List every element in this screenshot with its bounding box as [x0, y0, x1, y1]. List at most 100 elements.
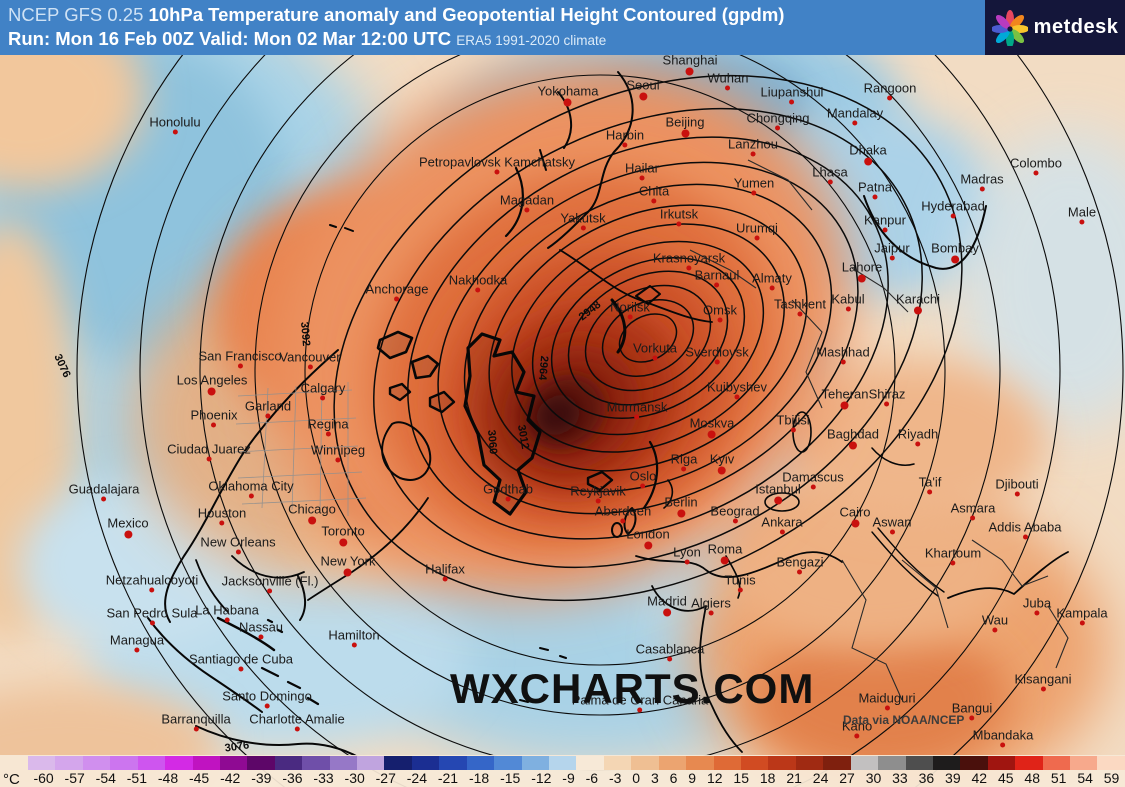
colorbar-swatch [740, 756, 769, 770]
colorbar-tick-label: 24 [812, 770, 829, 786]
colorbar-tick-label: -42 [220, 770, 241, 786]
colorbar-swatch [110, 756, 138, 770]
colorbar-swatch [466, 756, 495, 770]
colorbar-swatch [658, 756, 687, 770]
colorbar-tick-label: 39 [945, 770, 961, 786]
watermark: WXCHARTS.COM [450, 665, 815, 712]
data-attribution: Data via NOAA/NCEP [843, 713, 965, 727]
colorbar-swatch [137, 756, 166, 770]
colorbar-tick-label: 21 [786, 770, 802, 786]
colorbar-swatch [494, 756, 522, 770]
colorbar-labels: -60 -57 -54 -51 -48 -45 -42 -39 -36 -33 -30 -27 -24-… [28, 770, 1125, 786]
colorbar-swatches [28, 756, 1125, 770]
colorbar-tick-label: -18 [468, 770, 490, 786]
colorbar-tick-label: -48 [157, 770, 179, 786]
run-valid-line: Run: Mon 16 Feb 00Z Valid: Mon 02 Mar 12… [8, 28, 606, 50]
title-line: NCEP GFS 0.25 10hPa Temperature anomaly … [8, 4, 784, 26]
colorbar-unit-label: °C [3, 771, 20, 787]
colorbar-swatch [439, 756, 467, 770]
colorbar-tick-label: -6 [585, 770, 599, 786]
colorbar-swatch [603, 756, 632, 770]
colorbar-swatch [987, 756, 1016, 770]
colorbar-tick-label: -12 [531, 770, 552, 786]
colorbar-swatch [384, 756, 412, 770]
colorbar-tick-label: -9 [562, 770, 575, 786]
colorbar-tick-label: -60 [33, 770, 54, 786]
colorbar-swatch [82, 756, 111, 770]
colorbar-tick-label: 6 [669, 770, 678, 786]
colorbar-tick-label: 59 [1103, 770, 1120, 786]
colorbar-tick-label: 48 [1024, 770, 1040, 786]
colorbar-tick-label: -27 [375, 770, 396, 786]
country-borders [689, 159, 1069, 701]
colorbar-swatch [631, 756, 659, 770]
colorbar-swatch [823, 756, 851, 770]
colorbar-swatch [576, 756, 604, 770]
colorbar-swatch [247, 756, 275, 770]
colorbar-tick-label: 0 [632, 770, 641, 786]
colorbar-tick-label: -21 [437, 770, 459, 786]
state-borders [233, 382, 367, 516]
colorbar-swatch [795, 756, 824, 770]
colorbar-swatch [411, 756, 440, 770]
colorbar-tick-label: -15 [500, 770, 521, 786]
colorbar-tick-label: 9 [688, 770, 697, 786]
metdesk-pinwheel-icon [991, 9, 1028, 46]
colorbar-swatch [1070, 756, 1098, 770]
metdesk-logo-text: metdesk [1033, 16, 1119, 38]
colorbar-swatch [932, 756, 961, 770]
colorbar-tick-label: 54 [1077, 770, 1093, 786]
colorbar-swatch [878, 756, 906, 770]
colorbar-tick-label: -51 [126, 770, 147, 786]
colorbar-tick-label: 15 [733, 770, 749, 786]
colorbar-tick-label: 45 [997, 770, 1014, 786]
colorbar-tick-label: 3 [650, 770, 659, 786]
colorbar-swatch [357, 756, 385, 770]
climate-baseline-note: ERA5 1991-2020 climate [456, 33, 607, 48]
colorbar-swatch [274, 756, 303, 770]
colorbar-tick-label: 51 [1050, 770, 1067, 786]
colorbar-tick-label: 42 [971, 770, 988, 786]
colorbar-swatch [192, 756, 220, 770]
colorbar-swatch [165, 756, 193, 770]
colorbar-swatch [960, 756, 988, 770]
temperature-colorbar: °C -60 -57 -54 -51 -48 -45 -42 -39 -36 -33 -30 -27-… [0, 755, 1125, 787]
model-label: NCEP GFS 0.25 [8, 4, 144, 25]
chart-title: 10hPa Temperature anomaly and Geopotenti… [148, 4, 785, 25]
colorbar-swatch [768, 756, 796, 770]
colorbar-tick-label: -30 [344, 770, 365, 786]
colorbar-tick-label: 36 [918, 770, 935, 786]
metdesk-logo: metdesk [985, 0, 1125, 55]
colorbar-tick-label: -36 [282, 770, 303, 786]
colorbar-tick-label: -45 [188, 770, 210, 786]
colorbar-swatch [55, 756, 83, 770]
colorbar-tick-label: -3 [608, 770, 622, 786]
colorbar-tick-label: -54 [95, 770, 116, 786]
colorbar-tick-label: 12 [706, 770, 723, 786]
colorbar-swatch [521, 756, 550, 770]
colorbar-swatch [28, 756, 56, 770]
colorbar-tick-label: -39 [251, 770, 272, 786]
colorbar-tick-label: 30 [865, 770, 882, 786]
colorbar-swatch [686, 756, 714, 770]
colorbar-tick-label: -33 [313, 770, 334, 786]
colorbar-swatch [905, 756, 933, 770]
colorbar-tick-label: 18 [759, 770, 776, 786]
colorbar-swatch [302, 756, 330, 770]
colorbar-swatch [1042, 756, 1071, 770]
colorbar-swatch [329, 756, 358, 770]
run-valid-text: Run: Mon 16 Feb 00Z Valid: Mon 02 Mar 12… [8, 28, 452, 49]
colorbar-swatch [219, 756, 248, 770]
greenland-coast [463, 332, 542, 516]
colorbar-swatch [549, 756, 577, 770]
colorbar-tick-label: 27 [839, 770, 855, 786]
colorbar-tick-label: -57 [64, 770, 85, 786]
colorbar-swatch [713, 756, 741, 770]
colorbar-swatch [850, 756, 879, 770]
colorbar-swatch [1097, 756, 1125, 770]
colorbar-swatch [1015, 756, 1043, 770]
colorbar-tick-label: 33 [892, 770, 908, 786]
